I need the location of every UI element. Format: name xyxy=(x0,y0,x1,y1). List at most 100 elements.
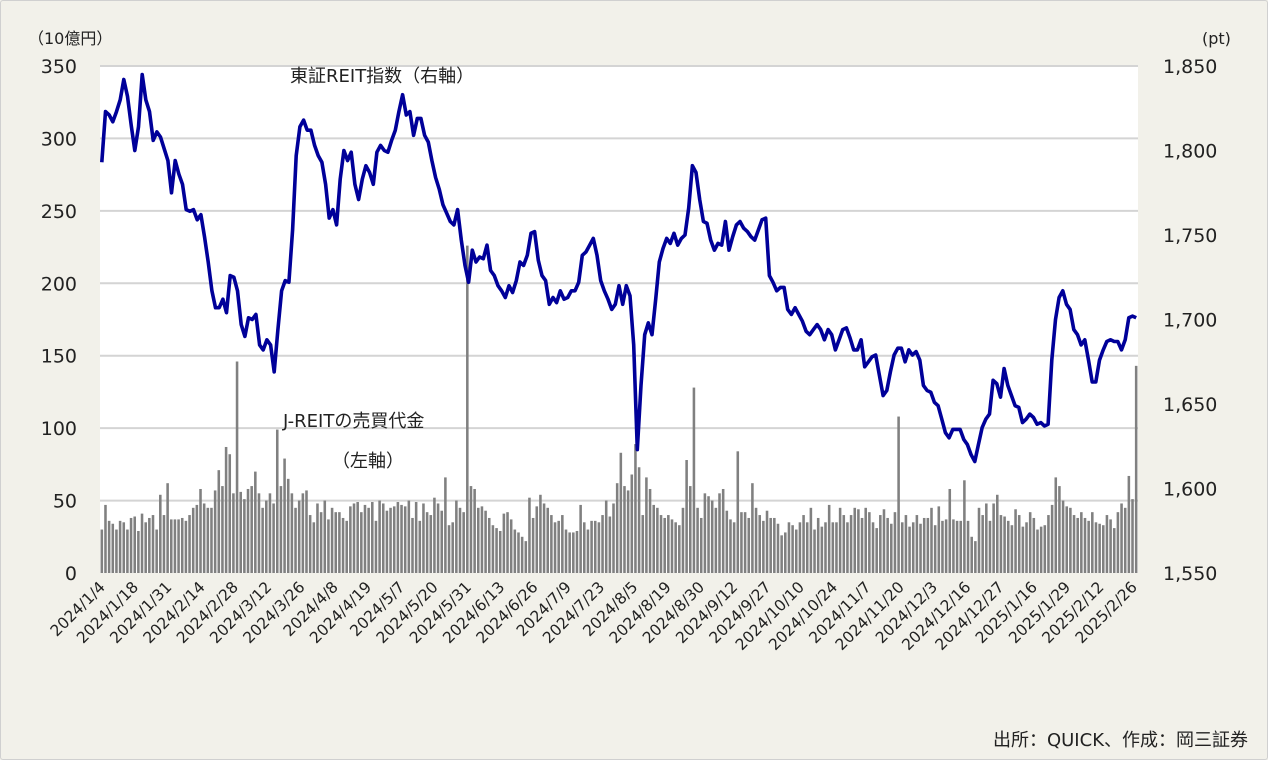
bar xyxy=(857,509,860,573)
bar xyxy=(297,500,301,573)
bar xyxy=(1083,517,1087,573)
bar xyxy=(791,525,794,573)
bar xyxy=(367,507,370,573)
bar xyxy=(1109,519,1112,573)
bar xyxy=(312,522,316,573)
bar xyxy=(341,517,345,573)
bar xyxy=(564,529,568,573)
bar xyxy=(261,507,264,573)
bar xyxy=(1021,526,1025,573)
bar xyxy=(868,512,871,573)
bar xyxy=(619,452,623,573)
bar-series xyxy=(100,245,1138,573)
bar xyxy=(849,515,853,573)
bar xyxy=(908,526,911,573)
bar xyxy=(707,496,710,573)
bar xyxy=(696,507,699,573)
bar xyxy=(184,520,188,573)
bar xyxy=(407,500,411,573)
bar xyxy=(330,507,334,573)
bar xyxy=(528,497,531,573)
bar xyxy=(319,512,323,573)
bar xyxy=(425,512,429,573)
bar xyxy=(535,506,539,573)
bar xyxy=(473,488,476,573)
bar xyxy=(977,507,981,573)
bar xyxy=(897,416,900,573)
bar xyxy=(1098,523,1101,573)
bar xyxy=(904,515,908,573)
bar xyxy=(692,387,696,573)
bar xyxy=(780,535,783,573)
bar xyxy=(557,520,560,573)
left-tick-label: 300 xyxy=(41,128,77,150)
bar xyxy=(765,510,769,573)
x-axis-ticks: 2024/1/42024/1/182024/1/312024/2/142024/… xyxy=(47,578,1141,654)
bar xyxy=(480,506,484,573)
bar xyxy=(740,512,743,573)
bar xyxy=(422,503,425,573)
bar xyxy=(922,517,926,573)
bar xyxy=(736,451,740,573)
right-tick-label: 1,750 xyxy=(1163,225,1217,247)
bar xyxy=(729,519,732,573)
bar xyxy=(784,532,787,573)
bar xyxy=(699,517,703,573)
bar xyxy=(221,486,224,573)
bar xyxy=(721,488,725,573)
bar xyxy=(115,529,118,573)
bar xyxy=(385,510,389,573)
bar xyxy=(286,478,290,573)
bar xyxy=(714,507,718,573)
bar xyxy=(546,507,550,573)
bar xyxy=(539,494,542,573)
bar xyxy=(612,503,615,573)
bar xyxy=(879,515,882,573)
bar xyxy=(509,519,513,573)
bar xyxy=(853,507,857,573)
bar xyxy=(1134,365,1138,573)
bar xyxy=(948,488,952,573)
bar xyxy=(827,504,831,573)
bar xyxy=(678,525,681,573)
bar xyxy=(188,515,191,573)
bar xyxy=(202,503,206,573)
bar xyxy=(371,502,374,573)
left-tick-label: 350 xyxy=(41,56,77,78)
bar xyxy=(403,506,407,573)
bar xyxy=(1006,520,1010,573)
bar xyxy=(1069,507,1072,573)
bar xyxy=(604,500,608,573)
bar xyxy=(1032,517,1036,573)
bar xyxy=(118,520,122,573)
bar xyxy=(294,507,297,573)
bar xyxy=(466,245,469,573)
bar xyxy=(169,519,173,573)
bar xyxy=(776,523,780,573)
bar xyxy=(586,529,590,573)
bar xyxy=(747,517,751,573)
bar xyxy=(199,488,202,573)
bar xyxy=(572,532,575,573)
bar xyxy=(626,490,630,573)
bar xyxy=(725,510,729,573)
bar xyxy=(919,523,922,573)
bar xyxy=(173,519,177,573)
bar xyxy=(933,525,937,573)
bar xyxy=(794,529,798,573)
bar xyxy=(1087,520,1090,573)
bar xyxy=(838,507,842,573)
bar xyxy=(846,522,849,573)
bar xyxy=(451,522,454,573)
bar xyxy=(816,517,820,573)
bar xyxy=(805,522,809,573)
bar xyxy=(1105,515,1109,573)
bar xyxy=(290,493,294,573)
bar xyxy=(191,507,195,573)
bar xyxy=(579,504,582,573)
bar xyxy=(246,488,250,573)
bar xyxy=(597,522,601,573)
bar xyxy=(926,517,930,573)
left-tick-label: 250 xyxy=(41,201,77,223)
bar xyxy=(1072,515,1076,573)
